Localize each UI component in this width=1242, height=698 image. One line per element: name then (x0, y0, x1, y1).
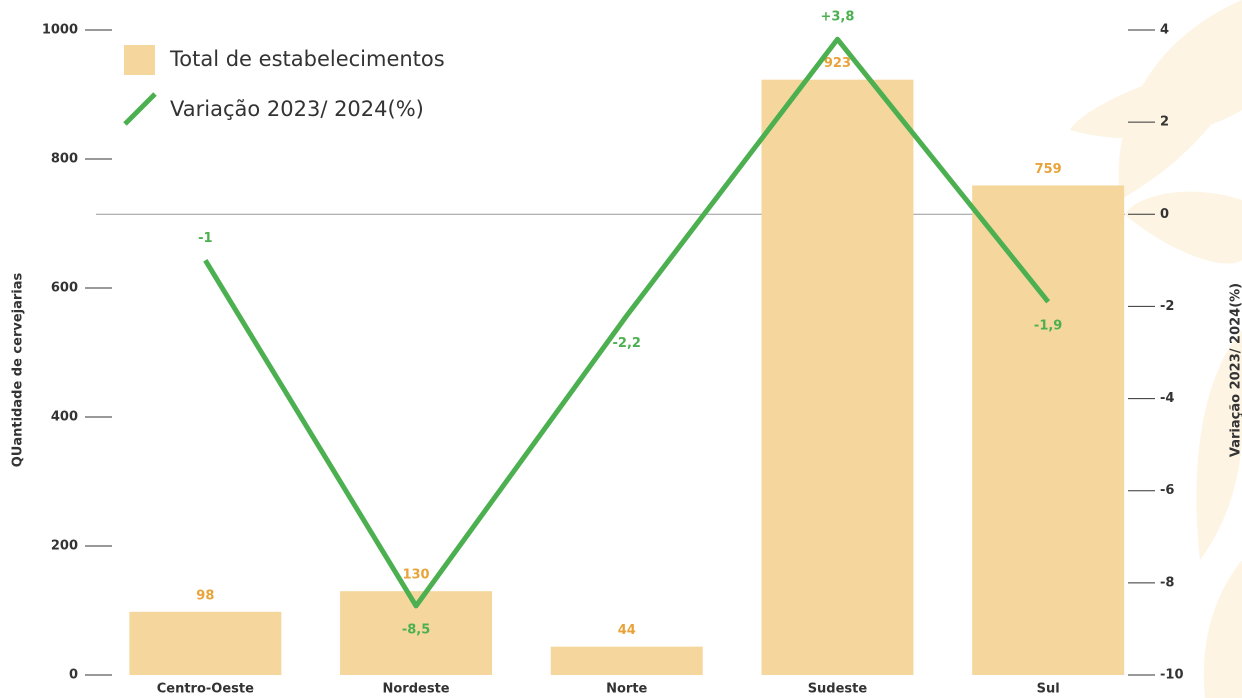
y-tick-label: 200 (51, 539, 78, 554)
legend-swatch (124, 45, 155, 75)
y2-tick-label: 4 (1160, 23, 1169, 38)
y2-tick-label: 0 (1160, 207, 1169, 222)
y-tick-label: 0 (69, 668, 78, 683)
legend-swatch (123, 92, 157, 126)
bar (972, 185, 1125, 675)
y-tick-label: 600 (51, 281, 78, 296)
decoration (1070, 0, 1242, 698)
x-tick-label: Nordeste (382, 682, 449, 697)
x-tick-label: Sudeste (808, 682, 868, 697)
legend-text: Total de estabelecimentos (169, 47, 445, 71)
y2-tick-label: 2 (1160, 115, 1169, 130)
bar-value-label: 44 (618, 623, 636, 638)
y-tick-label: 1000 (42, 23, 78, 38)
line-value-label: +3,8 (820, 10, 854, 25)
y-axis-title: QUantidade de cervejarias (11, 272, 26, 467)
line-value-label: -1,9 (1034, 318, 1062, 333)
y-tick-label: 800 (51, 152, 78, 167)
line-value-label: -8,5 (402, 622, 430, 637)
line (203, 36, 1051, 609)
y2-tick-label: -4 (1160, 391, 1174, 406)
line-value-label: -1 (198, 231, 212, 246)
bar-value-label: 759 (1035, 162, 1062, 177)
bar (550, 646, 703, 675)
legend-text: Variação 2023/ 2024(%) (170, 97, 424, 121)
y2-axis-title: Variação 2023/ 2024(%) (1229, 283, 1242, 457)
y2-tick-label: -2 (1160, 299, 1174, 314)
line-value-label: -2,2 (613, 336, 641, 351)
y-tick-label: 400 (51, 410, 78, 425)
bar-value-label: 98 (196, 588, 214, 603)
bar (761, 79, 914, 676)
bar (129, 611, 282, 675)
x-tick-label: Centro-Oeste (157, 682, 254, 697)
y2-tick-label: -8 (1160, 575, 1174, 590)
y2-tick-label: -6 (1160, 483, 1174, 498)
x-tick-label: Norte (606, 682, 647, 697)
bar-value-label: 923 (824, 56, 851, 71)
x-tick-label: Sul (1037, 682, 1060, 697)
y2-tick-label: -10 (1160, 668, 1184, 683)
bar-value-label: 130 (402, 568, 429, 583)
